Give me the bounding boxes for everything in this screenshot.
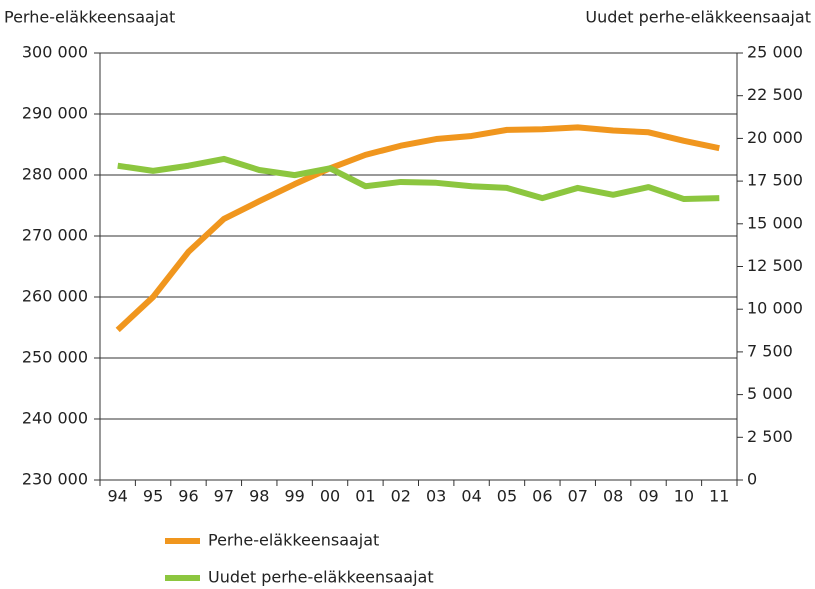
y2-tick-label: 22 500 [747, 85, 803, 104]
x-tick-label: 08 [603, 487, 623, 506]
y-tick-label: 260 000 [22, 287, 88, 306]
y-tick-label: 240 000 [22, 409, 88, 428]
y2-tick-label: 17 500 [747, 171, 803, 190]
legend-label: Perhe-eläkkeensaajat [208, 531, 379, 550]
y2-tick-label: 20 000 [747, 128, 803, 147]
x-tick-label: 94 [108, 487, 128, 506]
y2-tick-label: 25 000 [747, 43, 803, 62]
y2-axis-label: Uudet perhe-eläkkeensaajat [585, 8, 811, 27]
y-tick-label: 290 000 [22, 104, 88, 123]
x-tick-label: 96 [178, 487, 198, 506]
x-tick-label: 99 [284, 487, 304, 506]
x-tick-label: 00 [320, 487, 340, 506]
y-tick-label: 250 000 [22, 348, 88, 367]
x-tick-label: 09 [638, 487, 658, 506]
y2-tick-label: 10 000 [747, 299, 803, 318]
x-tick-label: 95 [143, 487, 163, 506]
x-tick-label: 98 [249, 487, 269, 506]
y2-tick-label: 0 [747, 470, 757, 489]
line-series [115, 124, 720, 333]
y2-tick-label: 5 000 [747, 384, 793, 403]
x-tick-label: 03 [426, 487, 446, 506]
y2-tick-label: 15 000 [747, 213, 803, 232]
y-tick-label: 270 000 [22, 226, 88, 245]
x-tick-label: 05 [497, 487, 517, 506]
y-tick-label: 280 000 [22, 165, 88, 184]
y-tick-label: 230 000 [22, 470, 88, 489]
y2-tick-label: 12 500 [747, 256, 803, 275]
y2-tick-label: 2 500 [747, 427, 793, 446]
y-axis-label: Perhe-eläkkeensaajat [4, 8, 175, 27]
x-tick-label: 10 [674, 487, 694, 506]
line-series [117, 155, 720, 203]
x-tick-label: 11 [709, 487, 729, 506]
x-tick-label: 06 [532, 487, 552, 506]
y2-tick-label: 7 500 [747, 341, 793, 360]
x-tick-label: 97 [214, 487, 234, 506]
y-tick-label: 300 000 [22, 43, 88, 62]
x-tick-label: 04 [461, 487, 481, 506]
x-tick-label: 02 [391, 487, 411, 506]
legend-label: Uudet perhe-eläkkeensaajat [208, 568, 434, 587]
x-tick-label: 01 [355, 487, 375, 506]
x-tick-label: 07 [568, 487, 588, 506]
